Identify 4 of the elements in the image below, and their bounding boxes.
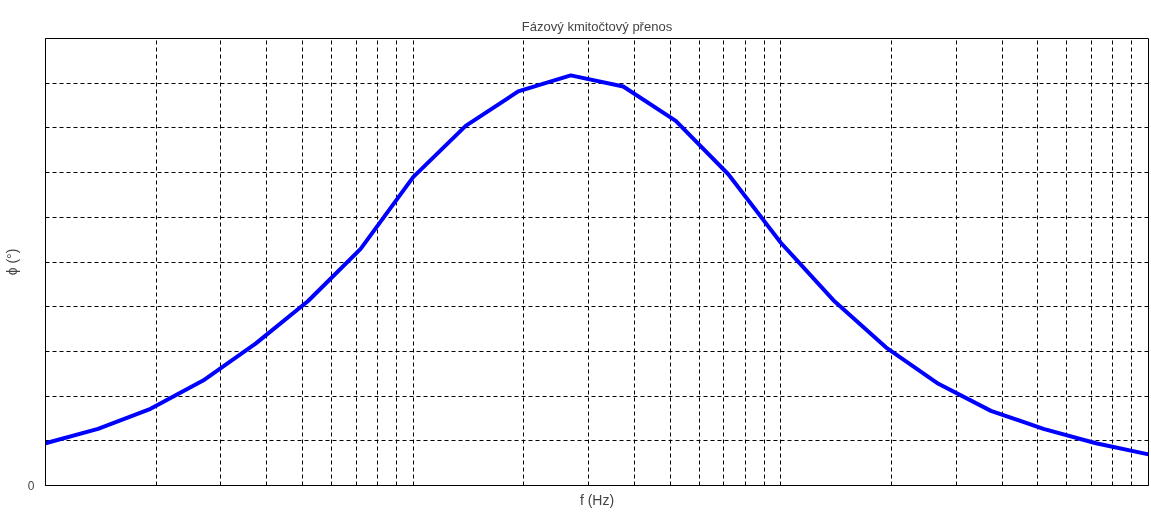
text: 0 — [27, 479, 35, 493]
x-axis-title: f (Hz) — [579, 491, 615, 508]
chart-title: Fázový kmitočtový přenos — [521, 18, 673, 34]
y-axis-title: ϕ (°) — [3, 248, 20, 276]
